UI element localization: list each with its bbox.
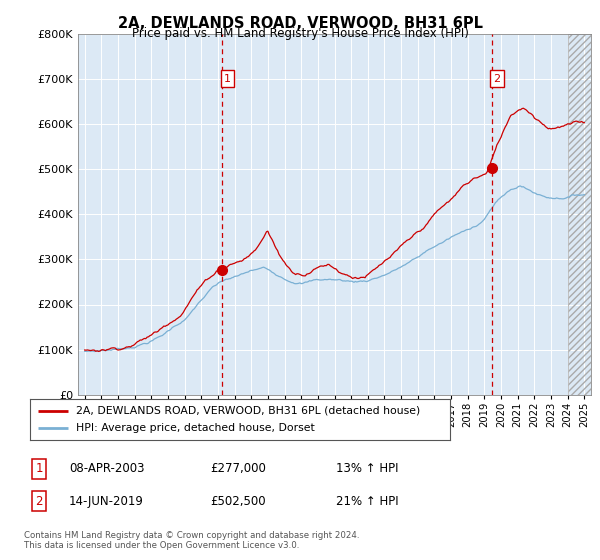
Text: 14-JUN-2019: 14-JUN-2019: [69, 494, 144, 508]
Text: 2A, DEWLANDS ROAD, VERWOOD, BH31 6PL: 2A, DEWLANDS ROAD, VERWOOD, BH31 6PL: [118, 16, 482, 31]
Text: £277,000: £277,000: [210, 462, 266, 475]
Text: Contains HM Land Registry data © Crown copyright and database right 2024.
This d: Contains HM Land Registry data © Crown c…: [24, 530, 359, 550]
Text: 2A, DEWLANDS ROAD, VERWOOD, BH31 6PL (detached house): 2A, DEWLANDS ROAD, VERWOOD, BH31 6PL (de…: [76, 405, 421, 416]
Text: 1: 1: [224, 74, 231, 84]
Text: 21% ↑ HPI: 21% ↑ HPI: [336, 494, 398, 508]
Text: 2: 2: [35, 494, 43, 508]
Bar: [568, 34, 591, 395]
Text: 1: 1: [35, 462, 43, 475]
Text: 13% ↑ HPI: 13% ↑ HPI: [336, 462, 398, 475]
Text: £502,500: £502,500: [210, 494, 266, 508]
Text: 08-APR-2003: 08-APR-2003: [69, 462, 145, 475]
Text: 2: 2: [493, 74, 500, 84]
Text: Price paid vs. HM Land Registry's House Price Index (HPI): Price paid vs. HM Land Registry's House …: [131, 27, 469, 40]
Text: HPI: Average price, detached house, Dorset: HPI: Average price, detached house, Dors…: [76, 423, 315, 433]
